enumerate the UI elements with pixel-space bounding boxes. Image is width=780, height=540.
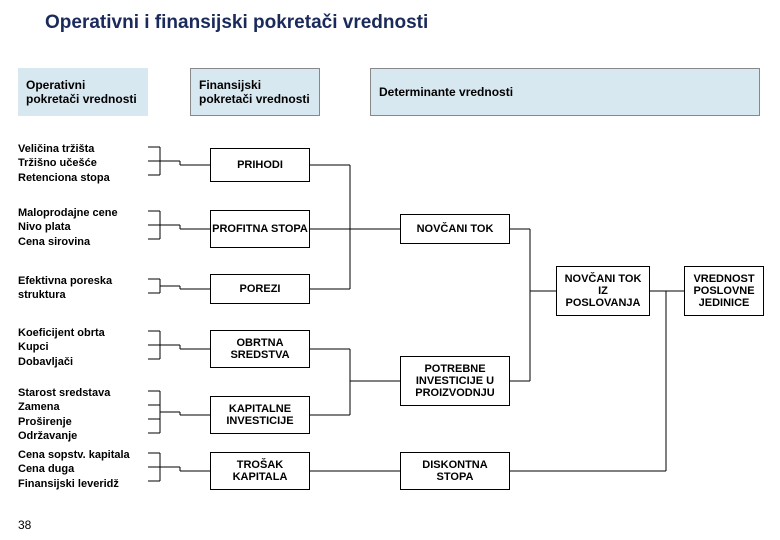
det-potrebne-inv: POTREBNE INVESTICIJE U PROIZVODNJU <box>400 356 510 406</box>
op-item-1: Maloprodajne ceneNivo plataCena sirovina <box>18 206 118 249</box>
det-tok-poslovanja: NOVČANI TOK IZ POSLOVANJA <box>556 266 650 316</box>
op-item-5: Cena sopstv. kapitalaCena dugaFinansijsk… <box>18 448 130 491</box>
fin-box-5: TROŠAK KAPITALA <box>210 452 310 490</box>
fin-box-1: PROFITNA STOPA <box>210 210 310 248</box>
op-item-4: Starost sredstavaZamenaProširenjeOdržava… <box>18 386 110 443</box>
header-det: Determinante vrednosti <box>370 68 760 116</box>
fin-box-4: KAPITALNE INVESTICIJE <box>210 396 310 434</box>
fin-box-3: OBRTNA SREDSTVA <box>210 330 310 368</box>
page-number: 38 <box>18 518 31 532</box>
det-vrednost: VREDNOST POSLOVNE JEDINICE <box>684 266 764 316</box>
page-title: Operativni i finansijski pokretači vredn… <box>45 12 428 34</box>
fin-box-2: POREZI <box>210 274 310 304</box>
op-item-0: Veličina tržištaTržišno učešćeRetenciona… <box>18 142 110 185</box>
op-item-3: Koeficijent obrtaKupciDobavljači <box>18 326 105 369</box>
header-op: Operativni pokretači vrednosti <box>18 68 148 116</box>
fin-box-0: PRIHODI <box>210 148 310 182</box>
op-item-2: Efektivna poreskastruktura <box>18 274 112 303</box>
header-fin: Finansijski pokretači vrednosti <box>190 68 320 116</box>
det-diskontna: DISKONTNA STOPA <box>400 452 510 490</box>
det-novcani-tok: NOVČANI TOK <box>400 214 510 244</box>
